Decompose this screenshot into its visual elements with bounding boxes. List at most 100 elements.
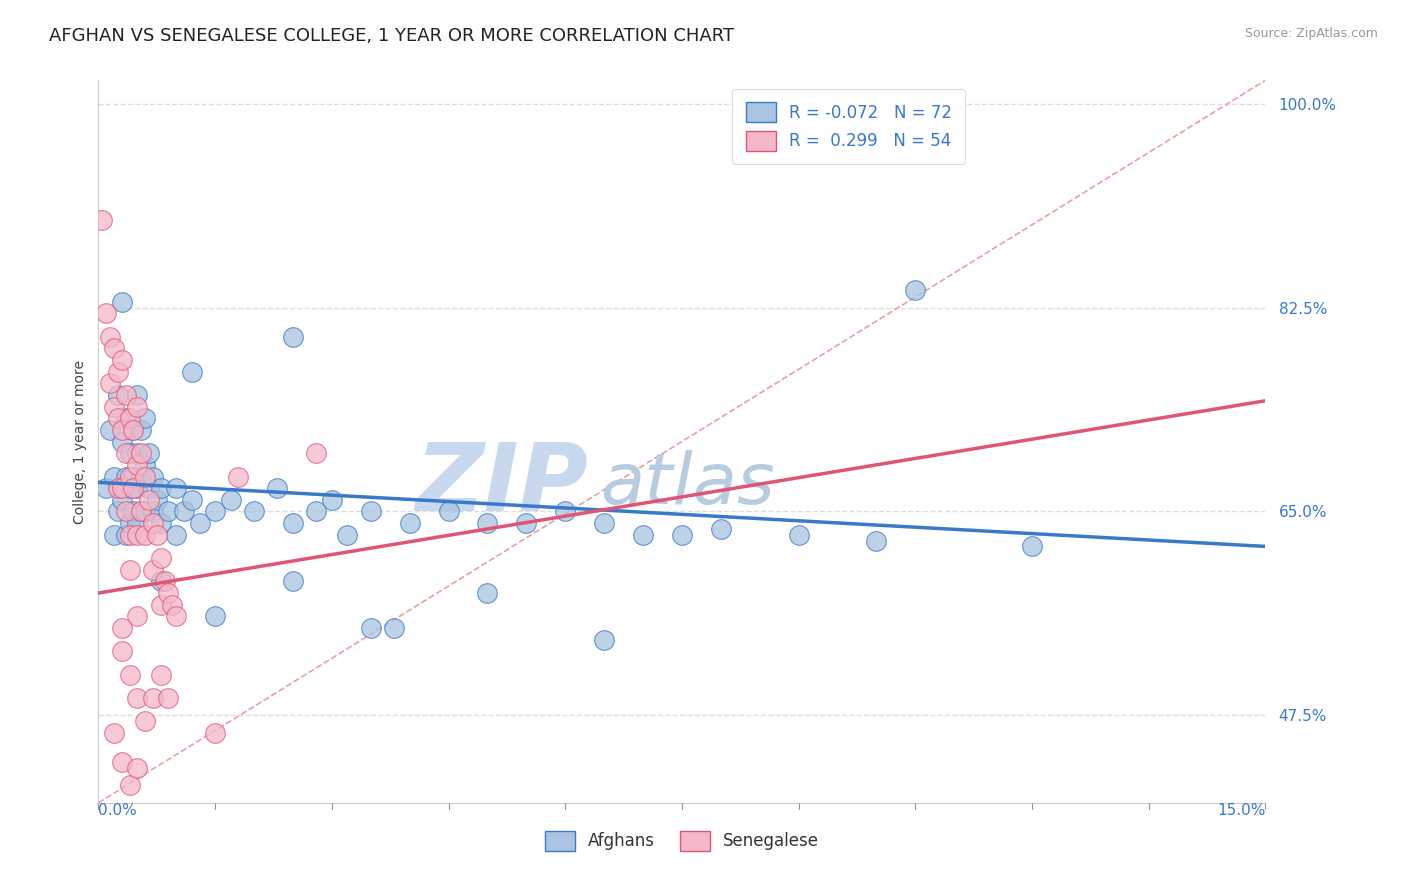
Point [477, 586, 499, 600]
Point [103, 469, 125, 483]
Point [98, 329, 121, 343]
Point [107, 504, 129, 518]
Point [153, 574, 176, 589]
Point [96, 481, 118, 495]
Point [157, 690, 180, 705]
Point [129, 423, 152, 437]
Point [382, 621, 405, 635]
Point [111, 481, 134, 495]
Point [122, 423, 145, 437]
Point [142, 690, 165, 705]
Point [118, 411, 141, 425]
Point [204, 609, 226, 624]
Point [142, 504, 165, 518]
Point [91, 213, 114, 227]
Point [281, 329, 304, 343]
Point [787, 528, 810, 542]
Text: Source: ZipAtlas.com: Source: ZipAtlas.com [1244, 27, 1378, 40]
Text: 15.0%: 15.0% [1218, 803, 1265, 818]
Point [111, 755, 134, 769]
Point [114, 446, 136, 460]
Point [904, 283, 927, 297]
Point [710, 522, 733, 536]
Point [127, 388, 149, 402]
Point [138, 446, 160, 460]
Point [165, 481, 187, 495]
Text: ZIP: ZIP [416, 439, 589, 531]
Point [111, 423, 134, 437]
Point [118, 528, 141, 542]
Point [129, 469, 152, 483]
Point [437, 504, 460, 518]
Point [118, 778, 141, 792]
Point [321, 492, 343, 507]
Point [305, 446, 328, 460]
Point [142, 469, 165, 483]
Point [111, 644, 134, 658]
Point [129, 446, 152, 460]
Point [134, 411, 156, 425]
Point [129, 504, 152, 518]
Point [103, 528, 125, 542]
Point [554, 504, 576, 518]
Point [127, 446, 149, 460]
Point [129, 504, 152, 518]
Point [127, 761, 149, 775]
Point [149, 481, 172, 495]
Point [107, 388, 129, 402]
Point [146, 528, 169, 542]
Point [157, 504, 180, 518]
Point [122, 469, 145, 483]
Point [162, 598, 184, 612]
Point [127, 609, 149, 624]
Point [204, 726, 226, 740]
Point [1021, 540, 1043, 554]
Point [398, 516, 420, 530]
Point [865, 533, 887, 548]
Point [188, 516, 211, 530]
Point [228, 469, 250, 483]
Point [266, 481, 288, 495]
Legend: Afghans, Senegalese: Afghans, Senegalese [536, 822, 828, 860]
Point [360, 621, 382, 635]
Text: 0.0%: 0.0% [98, 803, 138, 818]
Point [127, 400, 149, 414]
Point [107, 411, 129, 425]
Point [173, 504, 195, 518]
Point [149, 551, 172, 566]
Point [118, 469, 141, 483]
Point [142, 516, 165, 530]
Point [122, 504, 145, 518]
Point [149, 667, 172, 681]
Point [103, 726, 125, 740]
Point [149, 574, 172, 589]
Point [149, 598, 172, 612]
Point [477, 516, 499, 530]
Point [118, 516, 141, 530]
Point [98, 423, 121, 437]
Point [127, 458, 149, 472]
Point [118, 667, 141, 681]
Point [111, 492, 134, 507]
Point [146, 492, 169, 507]
Point [118, 446, 141, 460]
Point [305, 504, 328, 518]
Point [96, 306, 118, 320]
Point [134, 458, 156, 472]
Point [671, 528, 693, 542]
Text: AFGHAN VS SENEGALESE COLLEGE, 1 YEAR OR MORE CORRELATION CHART: AFGHAN VS SENEGALESE COLLEGE, 1 YEAR OR … [49, 27, 734, 45]
Point [118, 563, 141, 577]
Point [165, 528, 187, 542]
Point [593, 632, 616, 647]
Point [165, 609, 187, 624]
Point [111, 294, 134, 309]
Point [114, 469, 136, 483]
Point [180, 492, 202, 507]
Point [631, 528, 654, 542]
Point [127, 516, 149, 530]
Point [180, 365, 202, 379]
Point [114, 388, 136, 402]
Point [142, 563, 165, 577]
Text: atlas: atlas [600, 450, 775, 519]
Point [122, 423, 145, 437]
